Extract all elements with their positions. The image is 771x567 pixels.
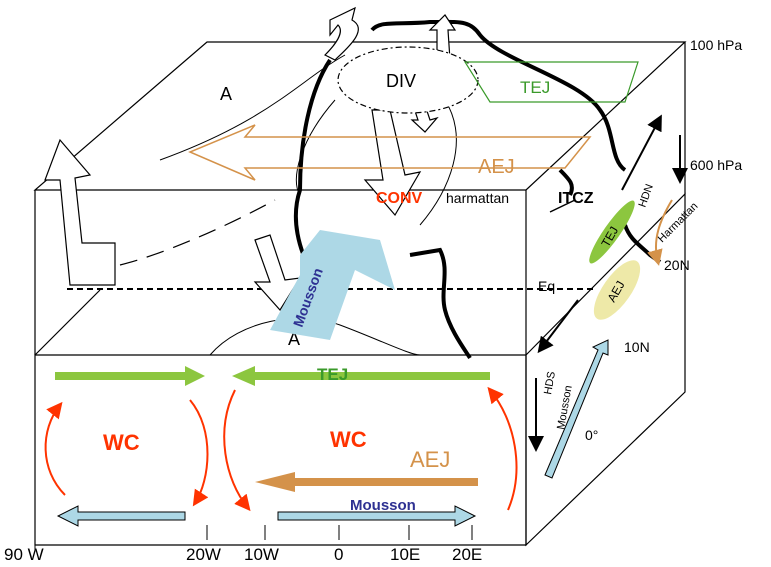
harmattan-side-arrow [647, 199, 673, 266]
mousson-front-left [56, 505, 186, 527]
top-curved-arrow [323, 6, 359, 61]
aej-side-ellipse [593, 260, 641, 320]
eq-label: Eq [538, 278, 555, 294]
x-tick-10e: 10E [390, 545, 420, 564]
tej-front-arrow-right [232, 366, 490, 386]
conv-label: CONV [376, 190, 423, 207]
p600-label: 600 hPa [690, 157, 742, 173]
white-arrows [44, 6, 457, 311]
lat-20n: 20N [664, 257, 690, 273]
itcz-tick [549, 199, 576, 213]
itcz-label: ITCZ [558, 190, 594, 207]
tej-front-label: TEJ [317, 365, 348, 384]
dashed-curve [119, 199, 276, 266]
aej-front-label: AEJ [410, 447, 450, 472]
lat-10n: 10N [624, 339, 650, 355]
aej-top-label: AEJ [478, 156, 515, 178]
harmattan-top-label: harmattan [446, 190, 509, 206]
div-ellipse [337, 46, 479, 114]
wc-loops [44, 386, 518, 512]
front-line [293, 19, 662, 360]
wc-right-label: WC [330, 427, 367, 452]
x-tick-20e: 20E [452, 545, 482, 564]
tej-top-shape [463, 61, 639, 103]
hdn-up-arrow [621, 114, 662, 191]
wc-left-label: WC [103, 430, 140, 455]
x-tick-10w: 10W [244, 545, 279, 564]
box-outline [33, 41, 687, 547]
aej-top-arrow [188, 124, 592, 181]
mousson-side-arrow [544, 339, 609, 479]
lat-0: 0° [585, 427, 598, 443]
mousson-front-right [277, 505, 477, 527]
mousson-big-arrow [270, 230, 395, 340]
mid-left-edge [34, 289, 101, 356]
x-tick-0: 0 [334, 545, 343, 564]
hds-label: HDS [542, 371, 558, 396]
aej-front-arrow [255, 472, 478, 492]
right-face [525, 192, 686, 547]
left-up-arrow [44, 138, 116, 286]
tej-side-ellipse [589, 200, 635, 264]
harmattan-side-label: Harmattan [656, 200, 701, 245]
hds-down-arrow [537, 299, 579, 354]
a-top-label: A [220, 84, 232, 104]
tej-front-arrow-left [55, 366, 205, 386]
x-tick-20w: 20W [186, 545, 221, 564]
p100-label: 100 hPa [690, 37, 742, 53]
tej-top-label: TEJ [520, 78, 550, 97]
mousson-front-label: Mousson [350, 497, 416, 514]
x-axis: 90 W 20W 10W 0 10E 20E [4, 525, 482, 564]
div-label: DIV [386, 71, 416, 91]
x-tick-90w: 90 W [4, 545, 44, 564]
front-arrows [55, 366, 490, 527]
top-right-up-arrow [428, 14, 457, 61]
hdn-label: HDN [637, 182, 656, 209]
